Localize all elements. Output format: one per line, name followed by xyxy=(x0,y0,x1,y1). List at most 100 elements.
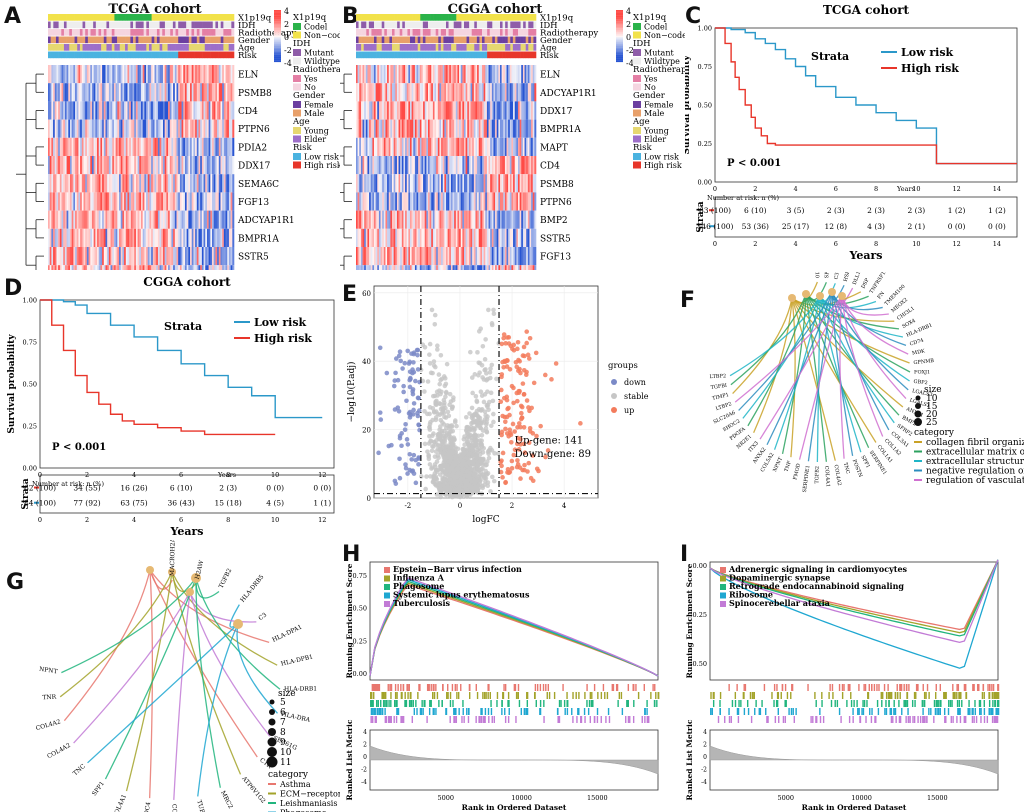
heatmap-cell xyxy=(529,137,532,156)
point-stable xyxy=(434,459,440,464)
heatmap-cell xyxy=(405,247,408,266)
annotation-cell xyxy=(207,21,211,29)
heatmap-cell xyxy=(472,174,475,193)
legend-swatch xyxy=(633,127,641,134)
heatmap-cell xyxy=(450,137,453,156)
annotation-cell xyxy=(188,29,192,36)
heatmap-cell xyxy=(429,210,432,229)
annotation-cell xyxy=(93,44,97,51)
heatmap-cell xyxy=(149,247,152,266)
heatmap-cell xyxy=(514,174,517,193)
heatmap-cell xyxy=(210,247,213,266)
annotation-cell xyxy=(464,51,467,59)
annotation-cell xyxy=(180,51,184,59)
annotation-cell xyxy=(515,21,519,29)
annotation-cell xyxy=(448,36,452,44)
annotation-cell xyxy=(58,36,62,44)
heatmap-cell xyxy=(146,83,149,102)
heatmap-cell xyxy=(215,228,218,247)
heatmap-cell xyxy=(414,137,417,156)
annotation-cell xyxy=(138,14,142,21)
legend-label: Male xyxy=(304,109,325,118)
color-scale-cell xyxy=(616,16,623,18)
annotation-cell xyxy=(523,44,527,51)
heatmap-cell xyxy=(188,156,191,175)
heatmap-cell xyxy=(230,101,233,120)
heatmap-cell xyxy=(56,156,59,175)
heatmap-cell xyxy=(439,210,442,229)
heatmap-cell xyxy=(168,247,171,266)
heatmap-cell xyxy=(157,192,160,211)
panel-label-a: A xyxy=(4,4,22,29)
heatmap-cell xyxy=(58,174,61,193)
annotation-cell xyxy=(484,51,488,59)
annotation-cell xyxy=(507,36,511,44)
legend-swatch xyxy=(293,75,301,82)
heatmap-cell xyxy=(95,65,98,84)
heatmap-cell xyxy=(442,228,445,247)
annotation-cell xyxy=(117,29,121,36)
heatmap-cell xyxy=(500,137,502,156)
heatmap-cell xyxy=(162,192,165,211)
heatmap-cell xyxy=(395,83,398,102)
heatmap-cell xyxy=(227,174,230,193)
annotation-cell xyxy=(386,21,390,29)
panel-b-heatmap: X1p19qIDHRadiotherapyGenderAgeRiskELNADC… xyxy=(340,7,685,270)
annotation-cell xyxy=(226,29,229,36)
heatmap-cell xyxy=(168,156,171,175)
heatmap-cell xyxy=(377,156,380,175)
annotation-cell xyxy=(162,51,166,59)
heatmap-cell xyxy=(191,174,194,193)
heatmap-cell xyxy=(90,83,93,102)
heatmap-cell xyxy=(156,228,159,247)
heatmap-cell xyxy=(147,119,150,138)
heatmap-cell xyxy=(120,101,123,120)
heatmap-cell xyxy=(447,119,450,138)
heatmap-cell xyxy=(419,156,422,175)
annotation-cell xyxy=(435,29,439,36)
heatmap-cell xyxy=(478,137,481,156)
annotation-cell xyxy=(407,21,411,29)
annotation-cell xyxy=(204,14,208,21)
heatmap-cell xyxy=(184,192,187,211)
heatmap-cell xyxy=(73,247,76,266)
heatmap-cell xyxy=(516,137,519,156)
heatmap-cell xyxy=(522,137,525,156)
annotation-cell xyxy=(464,21,467,29)
heatmap-cell xyxy=(178,137,181,156)
heatmap-cell xyxy=(147,210,150,229)
heatmap-cell xyxy=(132,174,135,193)
heatmap-cell xyxy=(228,247,231,266)
heatmap-cell xyxy=(403,228,406,247)
annotation-cell xyxy=(85,36,89,44)
point-stable xyxy=(491,411,496,417)
heatmap-cell xyxy=(450,192,453,211)
heatmap-cell xyxy=(97,174,100,193)
heatmap-cell xyxy=(51,83,54,102)
heatmap-cell xyxy=(48,192,50,211)
heatmap-cell xyxy=(444,65,447,84)
heatmap-cell xyxy=(110,265,113,270)
heatmap-cell xyxy=(208,101,211,120)
annotation-cell xyxy=(446,14,449,21)
heatmap-cell xyxy=(400,83,403,102)
annotation-cell xyxy=(199,36,203,44)
heatmap-cell xyxy=(501,174,504,193)
heatmap-cell xyxy=(498,101,501,120)
heatmap-cell xyxy=(439,137,442,156)
heatmap-cell xyxy=(225,119,228,138)
annotation-cell xyxy=(397,21,401,29)
heatmap-cell xyxy=(183,101,186,120)
point-stable xyxy=(437,381,443,387)
annotation-cell xyxy=(125,44,129,51)
annotation-cell xyxy=(114,29,118,36)
heatmap-cell xyxy=(450,65,453,84)
heatmap-cell xyxy=(428,119,430,138)
heatmap-cell xyxy=(485,228,488,247)
heatmap-cell xyxy=(526,228,529,247)
color-scale-cell xyxy=(616,32,623,34)
heatmap-cell xyxy=(217,210,220,229)
heatmap-cell xyxy=(449,192,452,211)
annotation-cell xyxy=(453,44,457,51)
annotation-cell xyxy=(510,36,514,44)
